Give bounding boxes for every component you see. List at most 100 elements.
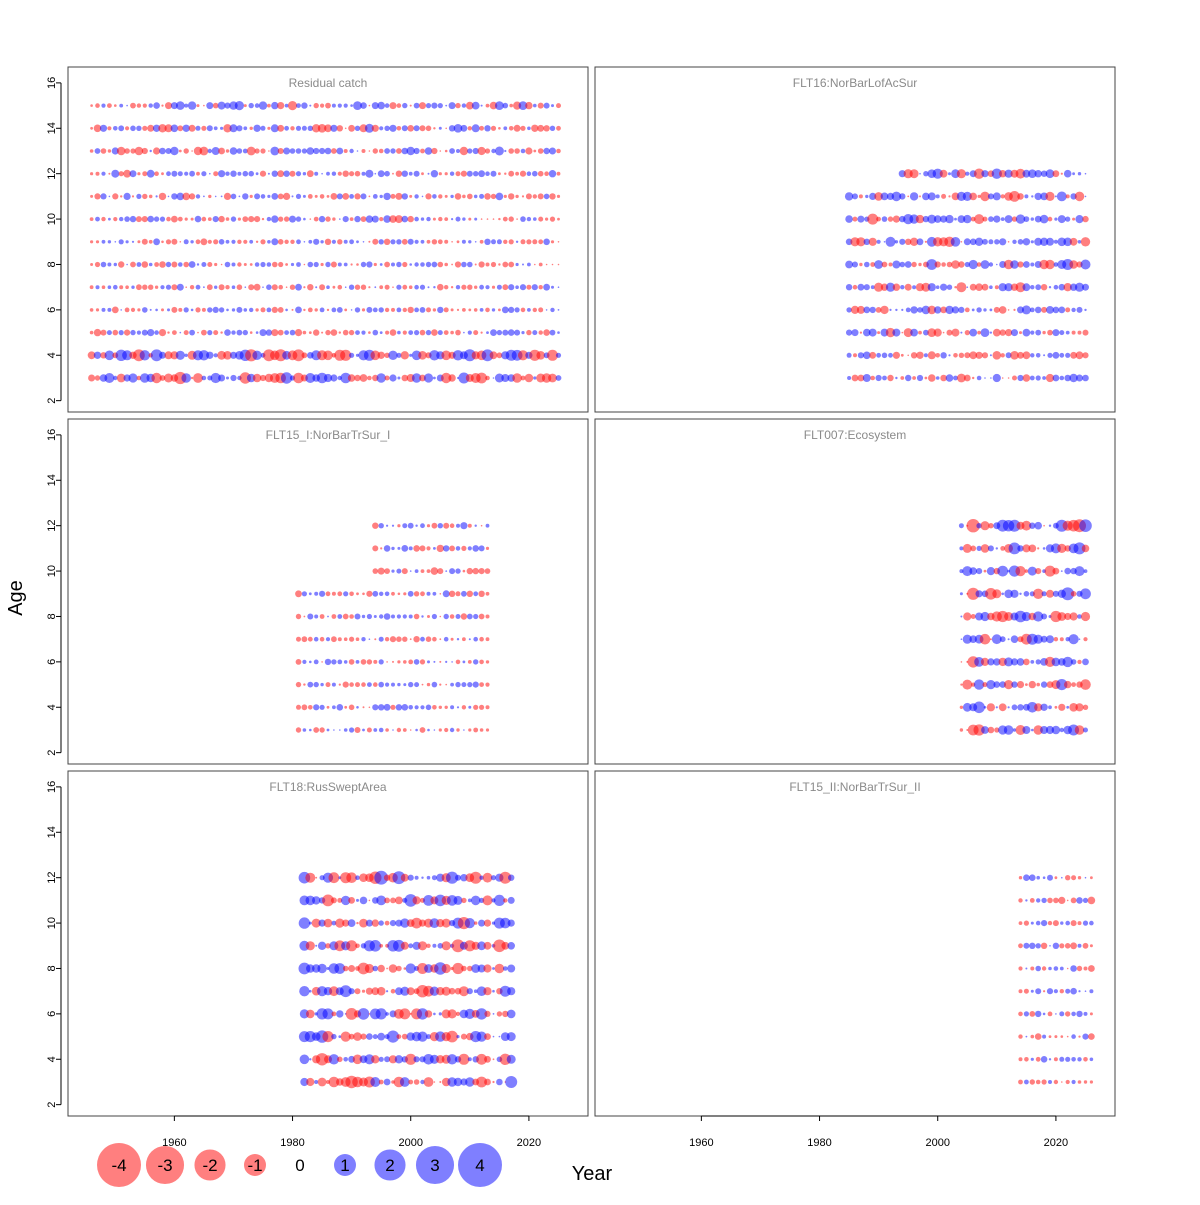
residual-bubble	[255, 172, 259, 176]
residual-bubble	[506, 1009, 516, 1019]
residual-bubble	[396, 727, 402, 733]
residual-bubble	[1065, 330, 1070, 335]
residual-bubble	[543, 147, 550, 155]
y-tick-label: 8	[46, 965, 58, 971]
residual-bubble	[366, 1033, 373, 1040]
residual-bubble	[165, 102, 172, 110]
residual-bubble	[414, 307, 419, 313]
residual-bubble	[238, 195, 241, 198]
residual-bubble	[171, 215, 178, 223]
residual-bubble	[1008, 519, 1021, 532]
residual-bubble	[548, 373, 557, 383]
residual-bubble	[401, 125, 408, 132]
residual-bubble	[490, 193, 497, 200]
residual-bubble	[277, 124, 285, 132]
residual-bubble	[89, 149, 94, 153]
residual-bubble	[450, 286, 454, 289]
residual-bubble	[347, 919, 356, 927]
residual-bubble	[507, 329, 515, 336]
residual-bubble	[425, 329, 432, 336]
residual-bubble	[148, 194, 153, 199]
residual-bubble	[438, 705, 442, 709]
residual-bubble	[373, 659, 378, 664]
residual-bubble	[857, 283, 865, 291]
residual-bubble	[356, 921, 359, 925]
residual-bubble	[1015, 282, 1026, 293]
residual-bubble	[206, 102, 214, 110]
residual-bubble	[90, 263, 94, 266]
residual-bubble	[378, 636, 384, 642]
residual-bubble	[161, 308, 164, 312]
residual-bubble	[545, 217, 549, 221]
residual-bubble	[220, 126, 224, 130]
residual-bubble	[957, 215, 966, 224]
residual-bubble	[348, 897, 355, 904]
residual-bubble	[981, 170, 989, 178]
residual-bubble	[164, 373, 173, 383]
residual-bubble	[95, 171, 100, 176]
residual-bubble	[990, 377, 992, 379]
residual-bubble	[107, 149, 112, 153]
residual-bubble	[980, 521, 990, 531]
residual-bubble	[1045, 373, 1055, 383]
residual-bubble	[419, 329, 426, 336]
residual-bubble	[976, 523, 982, 529]
residual-bubble	[975, 351, 983, 359]
residual-bubble	[1040, 284, 1048, 291]
residual-bubble	[390, 239, 396, 245]
residual-bubble	[159, 147, 166, 155]
residual-bubble	[248, 170, 254, 177]
residual-bubble	[295, 216, 302, 222]
residual-bubble	[154, 171, 159, 176]
residual-bubble	[343, 149, 348, 153]
residual-bubble	[960, 683, 963, 686]
residual-bubble	[1030, 660, 1035, 664]
residual-bubble	[325, 943, 331, 949]
residual-bubble	[331, 307, 337, 313]
residual-bubble	[501, 306, 509, 314]
residual-bubble	[396, 261, 402, 268]
residual-bubble	[463, 331, 465, 334]
residual-bubble	[94, 148, 101, 154]
residual-bubble	[295, 283, 302, 291]
residual-bubble	[465, 1077, 475, 1087]
residual-bubble	[1007, 706, 1010, 709]
residual-bubble	[1070, 351, 1077, 359]
residual-bubble	[484, 238, 491, 245]
residual-bubble	[284, 103, 289, 108]
residual-bubble	[254, 103, 260, 108]
residual-bubble	[1011, 681, 1018, 688]
residual-bubble	[863, 284, 870, 291]
x-axis-title: Year	[572, 1163, 613, 1185]
residual-bubble	[303, 286, 306, 289]
residual-bubble	[1083, 1011, 1088, 1016]
residual-bubble	[401, 374, 409, 382]
residual-bubble	[402, 261, 408, 268]
residual-bubble	[323, 918, 333, 928]
residual-bubble	[461, 705, 467, 710]
residual-bubble	[1080, 588, 1091, 600]
residual-bubble	[437, 568, 444, 575]
residual-bubble	[355, 875, 360, 880]
residual-bubble	[277, 239, 284, 245]
residual-bubble	[474, 524, 477, 527]
residual-bubble	[302, 659, 307, 665]
residual-bubble	[336, 1010, 344, 1018]
residual-bubble	[483, 987, 492, 996]
residual-bubble	[935, 353, 940, 358]
residual-bubble	[284, 239, 289, 244]
residual-bubble	[265, 329, 273, 336]
residual-bubble	[379, 944, 384, 948]
residual-bubble	[1052, 590, 1059, 597]
residual-bubble	[968, 259, 978, 270]
residual-bubble	[426, 943, 431, 948]
residual-bubble	[197, 331, 199, 334]
residual-bubble	[266, 307, 272, 313]
residual-bubble	[307, 307, 313, 313]
residual-bubble	[1018, 943, 1023, 949]
residual-bubble	[419, 659, 426, 665]
residual-bubble	[309, 660, 312, 664]
residual-bubble	[90, 104, 93, 107]
residual-bubble	[447, 1077, 457, 1087]
residual-bubble	[474, 263, 477, 266]
